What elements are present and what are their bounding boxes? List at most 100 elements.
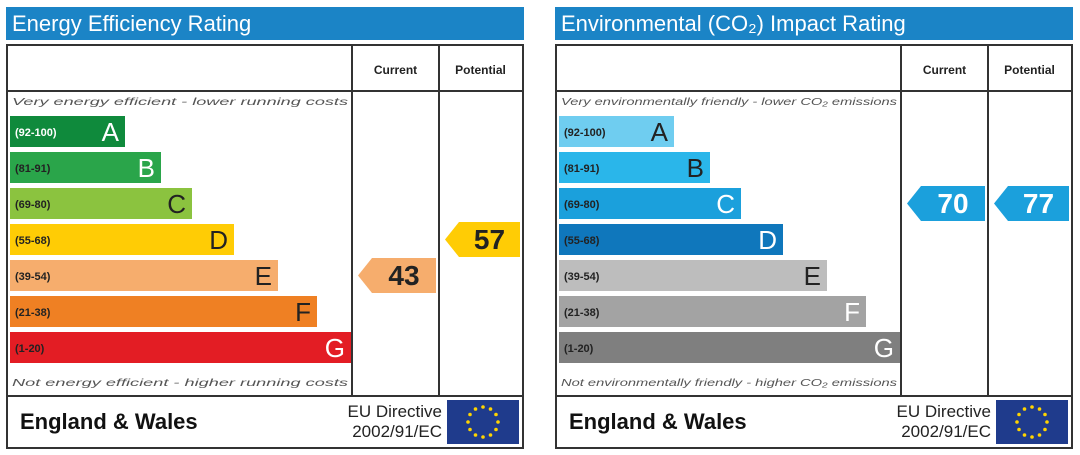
potential-column-header: Potential <box>455 63 506 77</box>
eu-directive-line1: EU Directive <box>896 402 991 421</box>
eu-flag-icon <box>996 400 1068 444</box>
band-bar-b <box>10 152 161 183</box>
energy-chart-frame: Current Potential Very energy efficient - … <box>6 44 524 449</box>
band-range-b: (81-91) <box>564 163 600 175</box>
potential-rating-value: 77 <box>1023 188 1054 219</box>
environment-rating-graphic: Current Potential Very environmentally fri… <box>557 46 1071 395</box>
band-letter-f: F <box>295 297 311 327</box>
band-range-a: (92-100) <box>564 127 606 139</box>
band-letter-d: D <box>758 225 777 255</box>
band-range-c: (69-80) <box>564 199 600 211</box>
eu-directive-label: EU Directive 2002/91/EC <box>348 402 442 442</box>
flag-star <box>494 427 498 432</box>
flag-star <box>1017 427 1021 432</box>
environment-chart-frame: Current Potential Very environmentally fri… <box>555 44 1073 449</box>
flag-star <box>1030 435 1034 439</box>
current-rating-value: 43 <box>388 260 419 291</box>
band-bar-g <box>559 332 900 363</box>
environment-chart-footer: England & Wales EU Directive 2002/91/EC <box>557 395 1071 447</box>
flag-star <box>1022 433 1027 437</box>
band-bar-b <box>559 152 710 183</box>
band-range-g: (1-20) <box>564 343 594 355</box>
energy-chart-footer: England & Wales EU Directive 2002/91/EC <box>8 395 522 447</box>
flag-star <box>481 405 485 409</box>
band-bar-g <box>10 332 351 363</box>
band-range-d: (55-68) <box>564 235 600 247</box>
potential-rating-value: 57 <box>474 224 505 255</box>
band-bar-c <box>10 188 192 219</box>
band-bar-d <box>559 224 783 255</box>
flag-star <box>481 435 485 439</box>
band-range-d: (55-68) <box>15 235 51 247</box>
flag-star <box>1030 405 1034 409</box>
band-bar-c <box>559 188 741 219</box>
band-letter-e: E <box>804 261 821 291</box>
flag-star <box>488 433 493 437</box>
flag-star <box>473 433 478 437</box>
potential-rating-arrow <box>445 222 520 257</box>
band-range-f: (21-38) <box>564 307 600 319</box>
band-letter-d: D <box>209 225 228 255</box>
band-letter-c: C <box>167 189 186 219</box>
flag-star <box>494 412 498 417</box>
eu-directive-line2: 2002/91/EC <box>901 422 991 441</box>
flag-star <box>1017 412 1021 417</box>
flag-star <box>1045 420 1049 424</box>
flag-star <box>1043 427 1047 432</box>
flag-star <box>488 407 493 411</box>
energy-chart-title: Energy Efficiency Rating <box>6 7 524 40</box>
band-range-a: (92-100) <box>15 127 57 139</box>
band-range-g: (1-20) <box>15 343 45 355</box>
band-letter-f: F <box>844 297 860 327</box>
country-label: England & Wales <box>20 409 198 434</box>
band-range-e: (39-54) <box>15 271 51 283</box>
flag-star <box>473 407 478 411</box>
band-letter-b: B <box>138 153 155 183</box>
band-bar-d <box>10 224 234 255</box>
band-range-f: (21-38) <box>15 307 51 319</box>
band-letter-b: B <box>687 153 704 183</box>
energy-rating-graphic: Current Potential Very energy efficient - … <box>8 46 522 395</box>
flag-star <box>1037 433 1042 437</box>
band-range-b: (81-91) <box>15 163 51 175</box>
band-letter-e: E <box>255 261 272 291</box>
flag-star <box>1037 407 1042 411</box>
top-note: Very environmentally friendly - lower CO… <box>561 96 898 108</box>
eu-flag-icon <box>447 400 519 444</box>
energy-efficiency-chart: Energy Efficiency Rating Current Potentia… <box>6 7 524 449</box>
band-bar-e <box>559 260 827 291</box>
potential-rating-arrow <box>994 186 1069 221</box>
eu-directive-line1: EU Directive <box>347 402 442 421</box>
bottom-note: Not energy efficient - higher running co… <box>12 377 349 389</box>
environment-chart-title: Environmental (CO₂) Impact Rating <box>555 7 1073 40</box>
top-note: Very energy efficient - lower running co… <box>12 96 349 108</box>
band-bar-a <box>10 116 125 147</box>
eu-directive-line2: 2002/91/EC <box>352 422 442 441</box>
flag-star <box>1015 420 1019 424</box>
environmental-impact-chart: Environmental (CO₂) Impact Rating Curren… <box>555 7 1073 449</box>
band-letter-g: G <box>874 333 894 363</box>
band-letter-a: A <box>651 117 669 147</box>
band-bar-f <box>559 296 866 327</box>
potential-column-header: Potential <box>1004 63 1055 77</box>
bottom-note: Not environmentally friendly - higher CO… <box>561 377 898 389</box>
current-rating-arrow <box>907 186 985 221</box>
eu-directive-label: EU Directive 2002/91/EC <box>897 402 991 442</box>
band-range-c: (69-80) <box>15 199 51 211</box>
current-rating-value: 70 <box>937 188 968 219</box>
flag-star <box>468 412 472 417</box>
flag-star <box>1043 412 1047 417</box>
flag-star <box>496 420 500 424</box>
band-bar-a <box>559 116 674 147</box>
country-label: England & Wales <box>569 409 747 434</box>
flag-star <box>466 420 470 424</box>
band-letter-a: A <box>102 117 120 147</box>
current-rating-arrow <box>358 258 436 293</box>
band-letter-g: G <box>325 333 345 363</box>
current-column-header: Current <box>923 63 966 77</box>
flag-star <box>1022 407 1027 411</box>
current-column-header: Current <box>374 63 417 77</box>
band-bar-e <box>10 260 278 291</box>
band-range-e: (39-54) <box>564 271 600 283</box>
band-letter-c: C <box>716 189 735 219</box>
